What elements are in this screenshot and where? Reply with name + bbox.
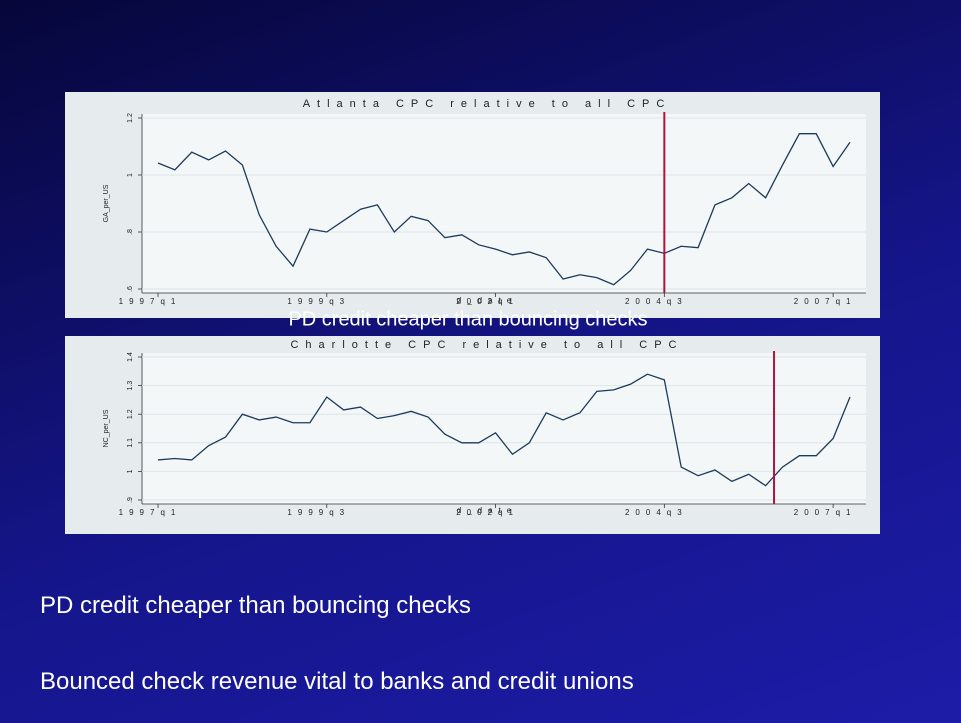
x-axis-label: d_date [457, 506, 517, 515]
data-line [157, 133, 851, 286]
x-tick-label: 1997q1 [119, 297, 182, 306]
y-tick-label: 1.2 [127, 409, 134, 419]
x-axis-label: d_date [457, 296, 517, 305]
x-tick-label: 2007q1 [794, 508, 857, 517]
y-axis-label: NC_per_US [103, 409, 110, 447]
data-line [157, 373, 851, 487]
x-tick-label: 2004q3 [625, 297, 688, 306]
y-tick-label: .9 [127, 497, 134, 503]
overlay-text: PD credit cheaper than bouncing checks [288, 308, 647, 330]
y-tick-label: 1.1 [127, 438, 134, 448]
chart-title: Atlanta CPC relative to all CPC [303, 98, 672, 110]
x-tick-label: 2002q1 [456, 297, 519, 306]
bullet: Bounced check revenue vital to banks and… [40, 668, 634, 695]
y-tick-label: 1.2 [127, 113, 134, 123]
plot-area [142, 114, 866, 293]
bullet: PD credit cheaper than bouncing checks [40, 592, 471, 619]
y-tick-label: 1.3 [127, 381, 134, 391]
x-tick-label: 1999q3 [287, 297, 350, 306]
x-tick-label: 2007q1 [794, 297, 857, 306]
y-tick-label: .6 [127, 286, 134, 292]
x-tick-label: 2002q1 [456, 508, 519, 517]
y-tick-label: .8 [127, 229, 134, 235]
x-tick-label: 2004q3 [625, 508, 688, 517]
y-tick-label: 1 [127, 173, 134, 177]
x-tick-label: 1999q3 [287, 508, 350, 517]
chart-title: Charlotte CPC relative to all CPC [290, 339, 683, 351]
y-axis-label: GA_per_US [103, 184, 110, 222]
plot-area [142, 353, 866, 504]
y-tick-label: 1 [127, 469, 134, 473]
x-tick-label: 1997q1 [119, 508, 182, 517]
y-tick-label: 1.4 [127, 352, 134, 362]
